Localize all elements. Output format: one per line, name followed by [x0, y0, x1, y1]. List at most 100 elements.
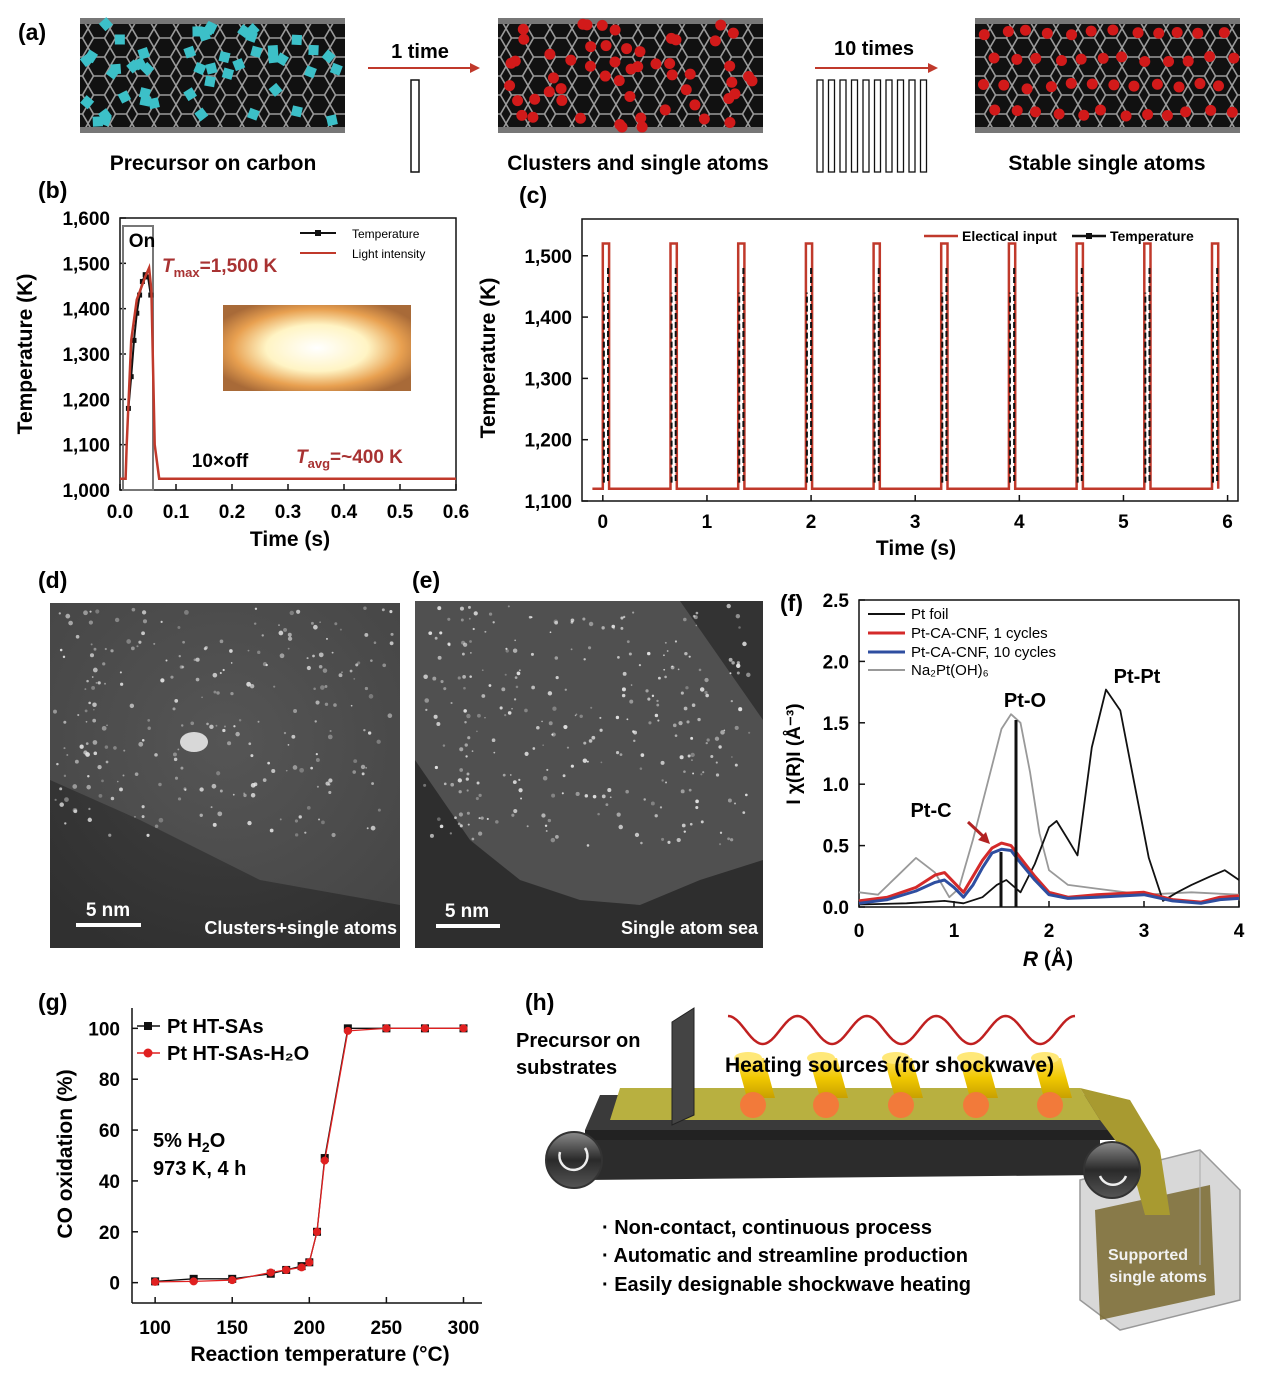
stem-atom	[212, 822, 217, 827]
stem-atom	[625, 789, 629, 794]
plot-g-ytick-label: 60	[99, 1121, 120, 1142]
plot-b-ytick-label: 1,400	[62, 300, 110, 321]
plot-b-ytick-label: 1,600	[62, 209, 110, 230]
panel-a-label: (a)	[18, 19, 46, 45]
stem-atom	[437, 817, 441, 821]
atom	[680, 84, 692, 96]
stem-atom	[656, 699, 659, 703]
pulse-bar	[862, 79, 870, 173]
stem-atom	[615, 715, 620, 720]
stem-atom	[269, 828, 274, 833]
stem-atom	[695, 799, 699, 804]
stem-atom	[90, 643, 93, 646]
stem-atom	[731, 756, 733, 758]
stem-atom	[633, 739, 636, 743]
stem-atom	[481, 694, 486, 698]
panel-d: (d) 5 nm Clusters+single atoms	[38, 567, 400, 948]
stem-atom	[261, 634, 264, 637]
stem-atom	[357, 661, 361, 665]
stem-atom	[551, 733, 554, 736]
stem-atom	[158, 782, 162, 787]
precursor-molecule	[291, 34, 303, 46]
plot-g-point-ptsas-h2o	[420, 1024, 429, 1033]
stem-atom	[154, 824, 159, 828]
stem-atom	[495, 820, 499, 824]
stem-atom	[459, 606, 464, 611]
stem-atom	[209, 724, 214, 730]
stem-atom	[504, 713, 507, 717]
stem-atom	[464, 721, 467, 724]
stem-atom	[271, 768, 276, 774]
stem-atom	[54, 798, 57, 801]
precursor-molecule	[267, 52, 279, 64]
atom	[544, 48, 556, 60]
legend-g-marker-0	[144, 1022, 152, 1030]
stem-atom	[59, 787, 63, 791]
stem-atom	[461, 652, 465, 656]
cluster-atoms	[504, 18, 758, 133]
plot-c-xtick-label: 4	[1014, 512, 1025, 533]
stem-atom	[424, 698, 430, 703]
stem-atom	[621, 693, 626, 698]
stem-atom	[657, 676, 661, 680]
stem-atom	[360, 764, 366, 770]
stem-atom	[141, 815, 145, 819]
stem-atom	[499, 706, 503, 710]
atom	[1194, 78, 1206, 90]
stem-atom	[459, 747, 464, 752]
caption-e: Single atom sea	[621, 918, 759, 938]
stem-atom	[364, 686, 369, 691]
stem-atom	[742, 811, 746, 814]
stem-atom	[699, 687, 705, 692]
stem-atom	[321, 820, 325, 825]
stem-atom	[88, 701, 91, 705]
scale-label-d: 5 nm	[86, 900, 130, 921]
stem-atom	[685, 686, 689, 690]
plot-g-ytick-label: 80	[99, 1070, 120, 1091]
stem-atom	[233, 725, 236, 728]
plot-g-ticks: 100 150 200 250 300 0 20 40 60 80 100	[88, 1019, 479, 1339]
stem-atom	[509, 774, 512, 776]
stem-atom	[278, 630, 284, 636]
on-label: On	[129, 231, 155, 252]
atom	[1045, 81, 1057, 93]
stem-atom	[458, 790, 462, 794]
stem-atom	[181, 665, 185, 669]
atom	[1163, 56, 1175, 68]
stem-atom	[505, 649, 509, 653]
stem-atom	[661, 837, 665, 841]
panel-d-label: (d)	[38, 567, 67, 593]
plot-g-ylabel: CO oxidation (%)	[54, 1069, 77, 1238]
stem-atom	[291, 734, 296, 739]
stem-atom	[79, 744, 84, 749]
stem-atom	[377, 808, 381, 812]
atom	[555, 83, 567, 95]
stem-atom	[320, 685, 325, 690]
plot-f-xtick-label: 1	[949, 921, 960, 942]
stem-atom	[310, 621, 314, 625]
stem-atom	[546, 768, 549, 771]
stem-atom	[229, 649, 233, 653]
stem-atom	[450, 782, 455, 787]
stem-atom	[734, 802, 736, 805]
plot-f-ytick-label: 1.5	[823, 714, 850, 735]
stem-atom	[486, 817, 489, 821]
stem-atom	[697, 717, 701, 722]
stem-atom	[555, 835, 559, 839]
plot-g-xtick-label: 200	[293, 1318, 325, 1339]
stem-atom	[89, 610, 92, 613]
stem-atom	[728, 657, 733, 662]
stem-atom	[686, 720, 690, 724]
stem-atom	[545, 829, 548, 832]
stem-atom	[262, 778, 267, 782]
stem-atom	[591, 735, 596, 740]
stem-atom	[250, 754, 254, 758]
stem-atom	[178, 654, 181, 658]
stem-atom	[562, 774, 566, 778]
stem-atom	[459, 824, 463, 828]
stem-atom	[97, 764, 102, 770]
stem-atom	[212, 672, 218, 678]
off-label: 10×off	[192, 451, 249, 472]
plot-c-ytick-label: 1,400	[524, 308, 572, 329]
condition-water: 5% H2O	[153, 1130, 225, 1155]
